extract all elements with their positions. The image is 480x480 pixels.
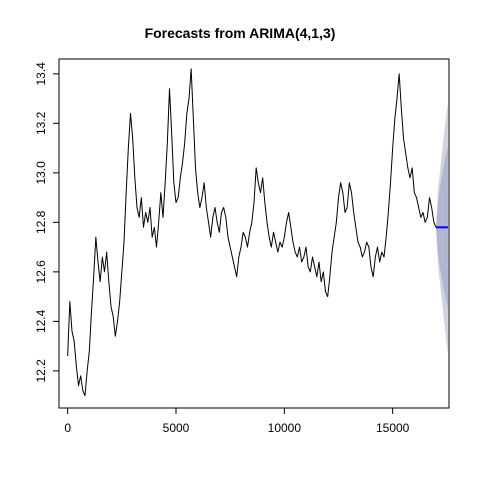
y-tick-label: 12.4: [34, 309, 48, 333]
x-tick-label: 5000: [163, 421, 190, 435]
observed-series-line: [67, 68, 437, 397]
forecast-intervals: [436, 103, 448, 354]
y-axis: 12.2 12.4 12.6 12.8 13.0 13.2 13.4: [34, 62, 60, 383]
series-group: [67, 68, 448, 397]
plot-frame: [58, 58, 450, 409]
x-tick-label: 10000: [268, 421, 302, 435]
y-tick-label: 12.8: [34, 210, 48, 234]
chart-title: Forecasts from ARIMA(4,1,3): [145, 25, 336, 41]
y-tick-label: 13.0: [34, 161, 48, 185]
x-axis: 0 5000 10000 15000: [64, 407, 410, 435]
x-tick-label: 15000: [376, 421, 410, 435]
y-tick-label: 12.6: [34, 260, 48, 284]
y-tick-label: 13.4: [34, 62, 48, 86]
x-tick-label: 0: [64, 421, 71, 435]
y-tick-label: 12.2: [34, 359, 48, 383]
y-tick-label: 13.2: [34, 111, 48, 135]
